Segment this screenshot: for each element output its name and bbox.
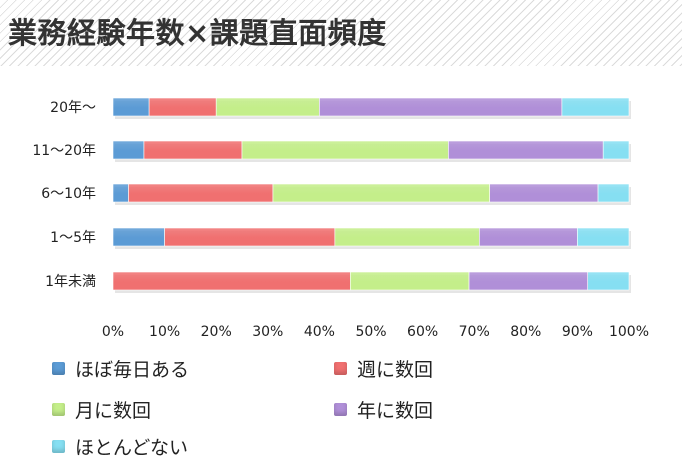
x-tick-label: 80% bbox=[510, 324, 541, 340]
bar-segment bbox=[112, 183, 129, 203]
legend-label: 月に数回 bbox=[75, 400, 152, 422]
bar-segment bbox=[577, 227, 630, 247]
bar-segment bbox=[128, 183, 274, 203]
chart-title: 業務経験年数×課題直面頻度 bbox=[8, 16, 387, 50]
x-tick-label: 40% bbox=[304, 324, 335, 340]
bar-segment bbox=[319, 97, 563, 117]
bar-segment bbox=[272, 183, 490, 203]
bar-segment bbox=[112, 227, 165, 247]
x-tick-label: 100% bbox=[609, 324, 649, 340]
y-tick-label: 20年～ bbox=[50, 100, 96, 116]
bar-segment bbox=[468, 271, 589, 291]
y-tick-label: 1年未満 bbox=[45, 274, 96, 290]
bar-segment bbox=[215, 97, 320, 117]
x-tick-label: 0% bbox=[102, 324, 124, 340]
legend-swatch bbox=[334, 362, 347, 375]
legend-item: 年に数回 bbox=[334, 396, 433, 423]
bar-segment bbox=[148, 97, 217, 117]
legend-label: 週に数回 bbox=[357, 359, 434, 381]
legend-item: ほとんどない bbox=[52, 433, 188, 460]
bar-segment bbox=[489, 183, 599, 203]
x-tick-label: 60% bbox=[407, 324, 438, 340]
bar-segment bbox=[602, 140, 630, 160]
bar-segment bbox=[350, 271, 470, 291]
x-tick-label: 10% bbox=[149, 324, 180, 340]
y-tick-label: 6～10年 bbox=[41, 186, 96, 202]
title-band bbox=[0, 0, 682, 66]
legend-item: 週に数回 bbox=[334, 355, 433, 382]
bar-segment bbox=[334, 227, 480, 247]
bar-segment bbox=[112, 140, 145, 160]
legend-item: ほぼ毎日ある bbox=[52, 355, 189, 382]
bar-segment bbox=[479, 227, 578, 247]
legend-label: 年に数回 bbox=[357, 400, 434, 422]
legend-label: ほぼ毎日ある bbox=[75, 359, 190, 381]
legend-swatch bbox=[52, 362, 65, 375]
x-axis-labels: 0% 10% 20% 30% 40% 50% 60% 70% 80% 90% 100% bbox=[102, 324, 649, 340]
y-axis-labels: 20年～ 11～20年 6～10年 1～5年 1年未満 bbox=[32, 100, 96, 290]
bar-segment bbox=[561, 97, 630, 117]
x-tick-label: 70% bbox=[459, 324, 490, 340]
bar-segment bbox=[241, 140, 449, 160]
bars-layer bbox=[112, 97, 631, 293]
bar-segment bbox=[448, 140, 604, 160]
legend-swatch bbox=[334, 403, 347, 416]
x-tick-label: 90% bbox=[562, 324, 593, 340]
bar-segment bbox=[143, 140, 243, 160]
legend-swatch bbox=[52, 440, 65, 453]
legend-label: ほとんどない bbox=[75, 437, 189, 459]
x-tick-label: 30% bbox=[252, 324, 283, 340]
x-tick-label: 50% bbox=[355, 324, 386, 340]
x-tick-label: 20% bbox=[201, 324, 232, 340]
bar-segment bbox=[112, 97, 150, 117]
bar-segment bbox=[112, 271, 351, 291]
y-tick-label: 11～20年 bbox=[32, 143, 96, 159]
y-tick-label: 1～5年 bbox=[50, 230, 96, 246]
bar-segment bbox=[597, 183, 630, 203]
legend-item: 月に数回 bbox=[52, 396, 151, 423]
bar-segment bbox=[164, 227, 336, 247]
bar-segment bbox=[587, 271, 630, 291]
legend-swatch bbox=[52, 403, 65, 416]
